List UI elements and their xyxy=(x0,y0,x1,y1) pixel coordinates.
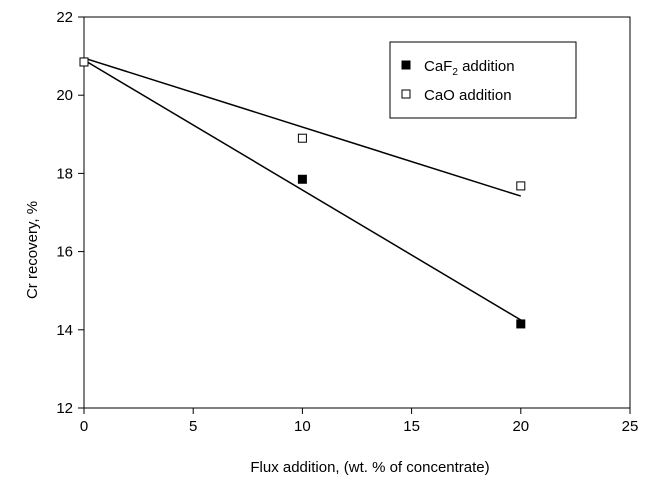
data-point-series-0-1 xyxy=(297,174,307,184)
x-tick-label-5: 25 xyxy=(622,418,639,435)
x-tick-label-3: 15 xyxy=(403,418,420,435)
y-axis-title: Cr recovery, % xyxy=(24,201,41,299)
axes: 0 5 10 15 20 25 12 14 16 18 20 22 xyxy=(56,9,638,435)
plot-frame xyxy=(83,16,631,409)
legend-marker-cao xyxy=(401,89,411,99)
trendline-series-1 xyxy=(83,57,522,197)
data-markers xyxy=(79,57,526,329)
x-axis-title: Flux addition, (wt. % of concentrate) xyxy=(250,459,489,476)
x-tick-label-0: 0 xyxy=(80,418,88,435)
data-point-series-1-0 xyxy=(79,57,89,67)
trendlines xyxy=(83,57,522,321)
y-tick-label-5: 22 xyxy=(56,9,73,26)
y-tick-label-1: 14 xyxy=(56,322,73,339)
legend-label-cao: CaO addition xyxy=(424,87,512,104)
legend-box xyxy=(389,41,577,119)
y-tick-label-3: 18 xyxy=(56,165,73,182)
legend-marker-caf2 xyxy=(401,60,411,70)
data-point-series-1-2 xyxy=(516,181,526,191)
trendline-series-0 xyxy=(83,59,522,321)
y-tick-label-2: 16 xyxy=(56,244,73,261)
x-tick-label-1: 5 xyxy=(189,418,197,435)
data-point-series-1-1 xyxy=(297,133,307,143)
legend: CaF2 addition CaO addition xyxy=(389,41,577,119)
data-point-series-0-2 xyxy=(516,319,526,329)
y-tick-label-0: 12 xyxy=(56,400,73,417)
legend-label-caf2: CaF2 addition xyxy=(424,58,515,78)
y-tick-label-4: 20 xyxy=(56,87,73,104)
x-tick-label-4: 20 xyxy=(512,418,529,435)
x-tick-label-2: 10 xyxy=(294,418,311,435)
